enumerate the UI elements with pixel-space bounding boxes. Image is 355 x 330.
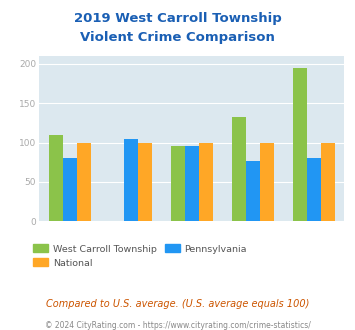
Bar — [246, 161, 260, 221]
Bar — [185, 147, 199, 221]
Legend: West Carroll Township, National, Pennsylvania: West Carroll Township, National, Pennsyl… — [29, 241, 251, 271]
Bar — [321, 143, 335, 221]
Bar — [293, 68, 307, 221]
Bar — [260, 143, 274, 221]
Bar — [49, 135, 62, 221]
Text: Compared to U.S. average. (U.S. average equals 100): Compared to U.S. average. (U.S. average … — [46, 299, 309, 309]
Bar — [199, 143, 213, 221]
Bar — [124, 139, 138, 221]
Bar — [138, 143, 152, 221]
Text: 2019 West Carroll Township: 2019 West Carroll Township — [73, 12, 282, 24]
Text: © 2024 CityRating.com - https://www.cityrating.com/crime-statistics/: © 2024 CityRating.com - https://www.city… — [45, 321, 310, 330]
Text: Violent Crime Comparison: Violent Crime Comparison — [80, 31, 275, 44]
Bar — [77, 143, 91, 221]
Bar — [62, 158, 77, 221]
Bar — [232, 116, 246, 221]
Bar — [307, 158, 321, 221]
Bar — [171, 147, 185, 221]
